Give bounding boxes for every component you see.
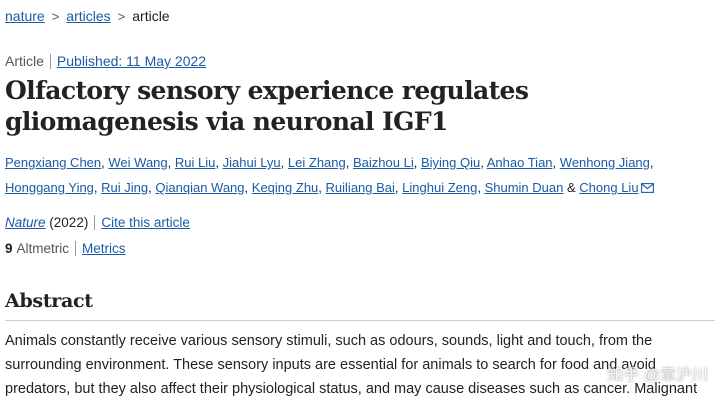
author: Keqing Zhu: [252, 180, 319, 195]
publication-year: (2022): [49, 215, 89, 230]
author-link[interactable]: Baizhou Li: [353, 155, 414, 170]
author-separator: ,: [318, 180, 322, 195]
author-link[interactable]: Qianqian Wang: [155, 180, 245, 195]
author-link[interactable]: Keqing Zhu: [251, 180, 319, 195]
author: Wenhong Jiang: [560, 155, 650, 170]
abstract-line: Animals constantly receive various senso…: [5, 333, 653, 349]
author: Honggang Ying: [5, 180, 94, 195]
author-link[interactable]: Chong Liu: [579, 180, 639, 195]
author-separator: ,: [244, 180, 249, 195]
abstract-heading: Abstract: [5, 290, 93, 312]
author: Pengxiang Chen: [5, 155, 101, 170]
author: Linghui Zeng: [402, 180, 477, 195]
divider-bar: [49, 54, 51, 69]
author-separator: ,: [215, 155, 219, 170]
author-separator: &: [566, 180, 576, 195]
author-link[interactable]: Jiahui Lyu: [222, 155, 281, 170]
abstract-text: Animals constantly receive various senso…: [5, 329, 715, 401]
author-separator: ,: [93, 180, 98, 195]
author-separator: ,: [394, 180, 399, 195]
published-date-link[interactable]: Published: 11 May 2022: [56, 53, 207, 69]
cite-article-link[interactable]: Cite this article: [101, 215, 190, 230]
author-list: Pengxiang Chen, Wei Wang, Rui Liu, Jiahu…: [5, 150, 715, 200]
author: Baizhou Li: [353, 155, 414, 170]
author: Jiahui Lyu: [223, 155, 281, 170]
author-link[interactable]: Lei Zhang: [287, 155, 346, 170]
author-separator: ,: [280, 155, 285, 170]
author-separator: ,: [477, 180, 481, 195]
breadcrumb-current: article: [132, 8, 170, 24]
author-link[interactable]: Ruiliang Bai: [325, 180, 395, 195]
author-link[interactable]: Wenhong Jiang: [559, 155, 650, 170]
altmetric-line: 9 Altmetric Metrics: [5, 240, 126, 258]
author-separator: ,: [552, 155, 557, 170]
author-link[interactable]: Shumin Duan: [484, 180, 564, 195]
author: Qianqian Wang: [155, 180, 244, 195]
mail-icon[interactable]: [640, 183, 654, 193]
author-separator: ,: [148, 180, 152, 195]
altmetric-label: Altmetric: [16, 241, 70, 256]
author: Rui Liu: [175, 155, 215, 170]
journal-line: Nature (2022) Cite this article: [5, 214, 190, 232]
author-separator: ,: [167, 155, 172, 170]
author: Anhao Tian: [487, 155, 553, 170]
author: Chong Liu: [579, 180, 654, 195]
author-separator: ,: [480, 155, 484, 170]
altmetric-count: 9: [5, 241, 13, 256]
breadcrumb-link-nature[interactable]: nature: [5, 8, 45, 24]
abstract-line: predators, but they also affect their ph…: [5, 381, 698, 397]
author-link[interactable]: Honggang Ying: [5, 180, 94, 195]
author-separator: ,: [413, 155, 418, 170]
section-divider: [5, 320, 715, 321]
author-separator: ,: [101, 155, 105, 170]
metrics-link[interactable]: Metrics: [82, 241, 126, 256]
article-title: Olfactory sensory experience regulates g…: [5, 76, 529, 136]
author-link[interactable]: Anhao Tian: [486, 155, 553, 170]
breadcrumb-separator: >: [51, 9, 60, 24]
abstract-line: surrounding environment. These sensory i…: [5, 357, 656, 373]
breadcrumb: nature > articles > article: [5, 7, 170, 26]
author-link[interactable]: Biying Qiu: [420, 155, 481, 170]
author: Rui Jing: [101, 180, 148, 195]
watermark: 知乎 @章沪川: [607, 367, 708, 384]
author-link[interactable]: Wei Wang: [108, 155, 168, 170]
author: Ruiliang Bai: [326, 180, 395, 195]
author: Biying Qiu: [421, 155, 480, 170]
journal-name-link[interactable]: Nature: [5, 215, 46, 230]
author-link[interactable]: Linghui Zeng: [402, 180, 478, 195]
breadcrumb-separator: >: [117, 9, 126, 24]
divider-bar: [75, 241, 77, 256]
author-separator: ,: [649, 155, 654, 170]
article-meta: Article Published: 11 May 2022: [5, 52, 206, 70]
article-type: Article: [5, 53, 44, 69]
author-link[interactable]: Rui Liu: [174, 155, 216, 170]
breadcrumb-link-articles[interactable]: articles: [66, 8, 111, 24]
author-link[interactable]: Rui Jing: [101, 180, 149, 195]
author: Lei Zhang: [288, 155, 346, 170]
author-link[interactable]: Pengxiang Chen: [5, 155, 102, 170]
divider-bar: [94, 215, 96, 230]
author: Wei Wang: [108, 155, 167, 170]
author: Shumin Duan: [485, 180, 564, 195]
author-separator: ,: [345, 155, 350, 170]
